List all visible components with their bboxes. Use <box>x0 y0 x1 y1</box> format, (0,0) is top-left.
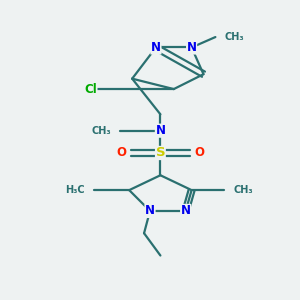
Text: O: O <box>117 146 127 160</box>
Text: N: N <box>145 204 155 218</box>
Text: N: N <box>187 41 196 54</box>
Text: H₃C: H₃C <box>65 185 85 195</box>
Text: CH₃: CH₃ <box>92 126 111 136</box>
Text: O: O <box>194 146 204 160</box>
Text: S: S <box>156 146 165 160</box>
Text: Cl: Cl <box>84 82 97 96</box>
Text: N: N <box>151 41 161 54</box>
Text: CH₃: CH₃ <box>233 185 253 195</box>
Text: N: N <box>181 204 191 218</box>
Text: N: N <box>155 124 165 137</box>
Text: CH₃: CH₃ <box>224 32 244 42</box>
